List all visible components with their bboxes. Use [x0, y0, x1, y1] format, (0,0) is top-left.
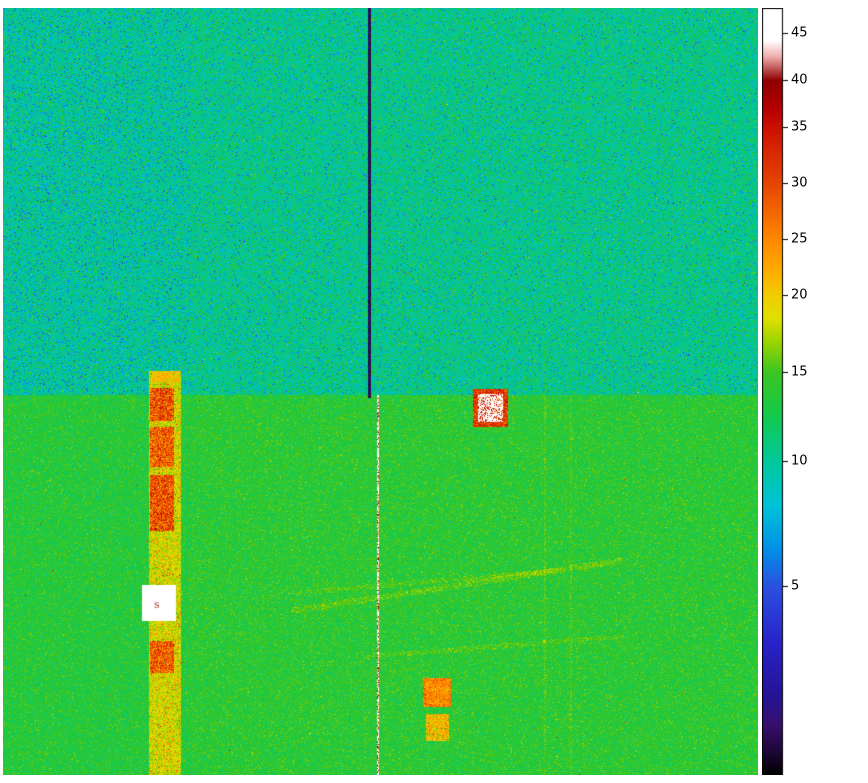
colorbar-tick-label: 40 [791, 72, 808, 88]
colorbar-tick-label: 15 [791, 364, 808, 380]
heatmap-image [3, 8, 758, 775]
colorbar-tick-label: 30 [791, 175, 808, 191]
colorbar-tick-labels: 45 40 35 30 25 20 15 10 5 [791, 8, 861, 775]
colorbar [762, 8, 788, 775]
colorbar-tick-label: 45 [791, 25, 808, 41]
colorbar-tick-label: 5 [791, 578, 800, 594]
colorbar-tick-label: 10 [791, 453, 808, 469]
colorbar-tick-label: 25 [791, 231, 808, 247]
colorbar-tick-label: 20 [791, 287, 808, 303]
colorbar-tick-label: 35 [791, 119, 808, 135]
